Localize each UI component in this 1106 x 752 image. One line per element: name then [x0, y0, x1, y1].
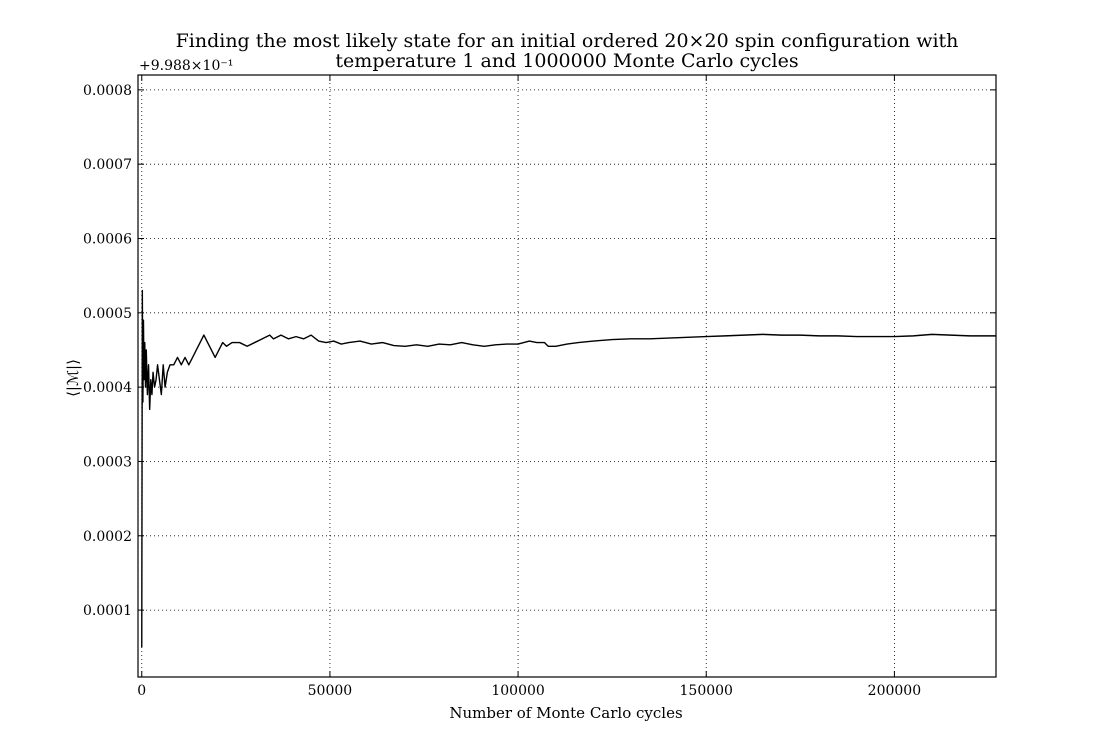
grid — [138, 75, 996, 677]
y-tick-label: 0.0008 — [83, 83, 132, 99]
y-tick-label: 0.0005 — [83, 306, 132, 322]
y-tick-label: 0.0004 — [83, 380, 132, 396]
series-line-0 — [141, 289, 996, 648]
x-axis-label: Number of Monte Carlo cycles — [449, 704, 682, 722]
y-axis-label: ⟨|ℳ|⟩ — [64, 359, 82, 397]
y-tick-label: 0.0003 — [83, 454, 132, 470]
y-axis-offset-label: +9.988×10⁻¹ — [139, 58, 233, 74]
x-tick-label: 200000 — [868, 683, 921, 699]
x-tick-label: 100000 — [491, 683, 544, 699]
chart-title-line-2: temperature 1 and 1000000 Monte Carlo cy… — [335, 50, 798, 72]
x-tick-label: 150000 — [680, 683, 733, 699]
x-tick-label: 50000 — [308, 683, 353, 699]
plot-frame — [137, 74, 997, 678]
y-tick-label: 0.0007 — [83, 157, 132, 173]
y-tick-label: 0.0006 — [83, 232, 132, 248]
axis-ticks: 0 50000 100000 150000 200000 0.0001 0.0002 0.00… — [83, 75, 996, 699]
chart-title: Finding the most likely state for an ini… — [176, 30, 959, 72]
chart-title-line-1: Finding the most likely state for an ini… — [176, 30, 959, 52]
y-tick-label: 0.0002 — [83, 529, 132, 545]
y-tick-label: 0.0001 — [83, 603, 132, 619]
x-tick-label: 0 — [137, 683, 146, 699]
plot-area — [141, 289, 996, 648]
